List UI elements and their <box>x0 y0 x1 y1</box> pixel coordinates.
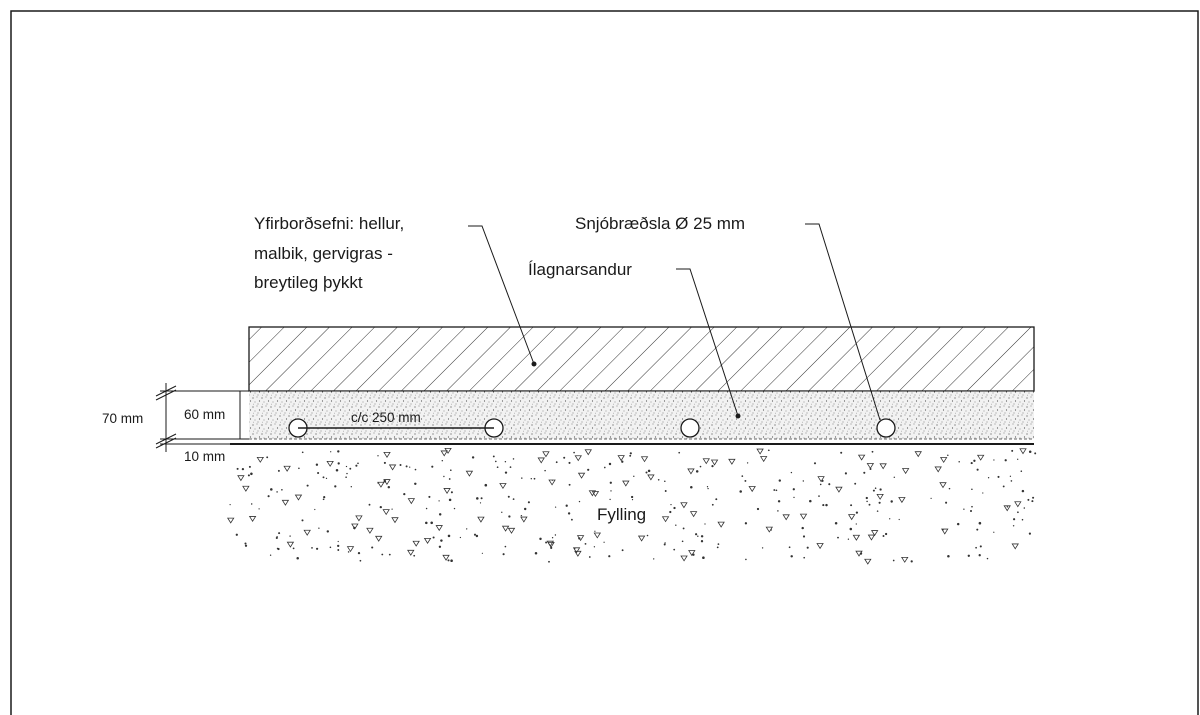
surface-leader <box>468 225 535 365</box>
pipe-4 <box>876 418 896 438</box>
surface-label-line-2: malbik, gervigras - <box>254 244 393 263</box>
surface-label: Yfirborðsefni: hellur, malbik, gervigras… <box>254 214 409 292</box>
fill-layer-stipple <box>227 447 1037 565</box>
dimension-sand-layer: 60 mm <box>184 407 225 422</box>
pipe-3 <box>680 418 700 438</box>
snow-melting-label: Snjóbræðsla Ø 25 mm <box>575 214 745 233</box>
drawing-frame <box>10 10 1199 715</box>
surface-layer <box>248 326 1035 392</box>
spacing-label: c/c 250 mm <box>351 410 421 425</box>
snow-melting-leader <box>805 223 881 421</box>
surface-label-line-1: Yfirborðsefni: hellur, <box>254 214 404 233</box>
dimension-bottom-layer: 10 mm <box>184 449 225 464</box>
dimension-total: 70 mm <box>102 411 143 426</box>
surface-label-line-3: breytileg þykkt <box>254 273 363 292</box>
bedding-sand-layer <box>249 391 1034 439</box>
fill-label: Fylling <box>597 505 646 524</box>
bedding-sand-leader <box>676 268 739 417</box>
bedding-sand-label: Ílagnarsandur <box>528 260 632 279</box>
